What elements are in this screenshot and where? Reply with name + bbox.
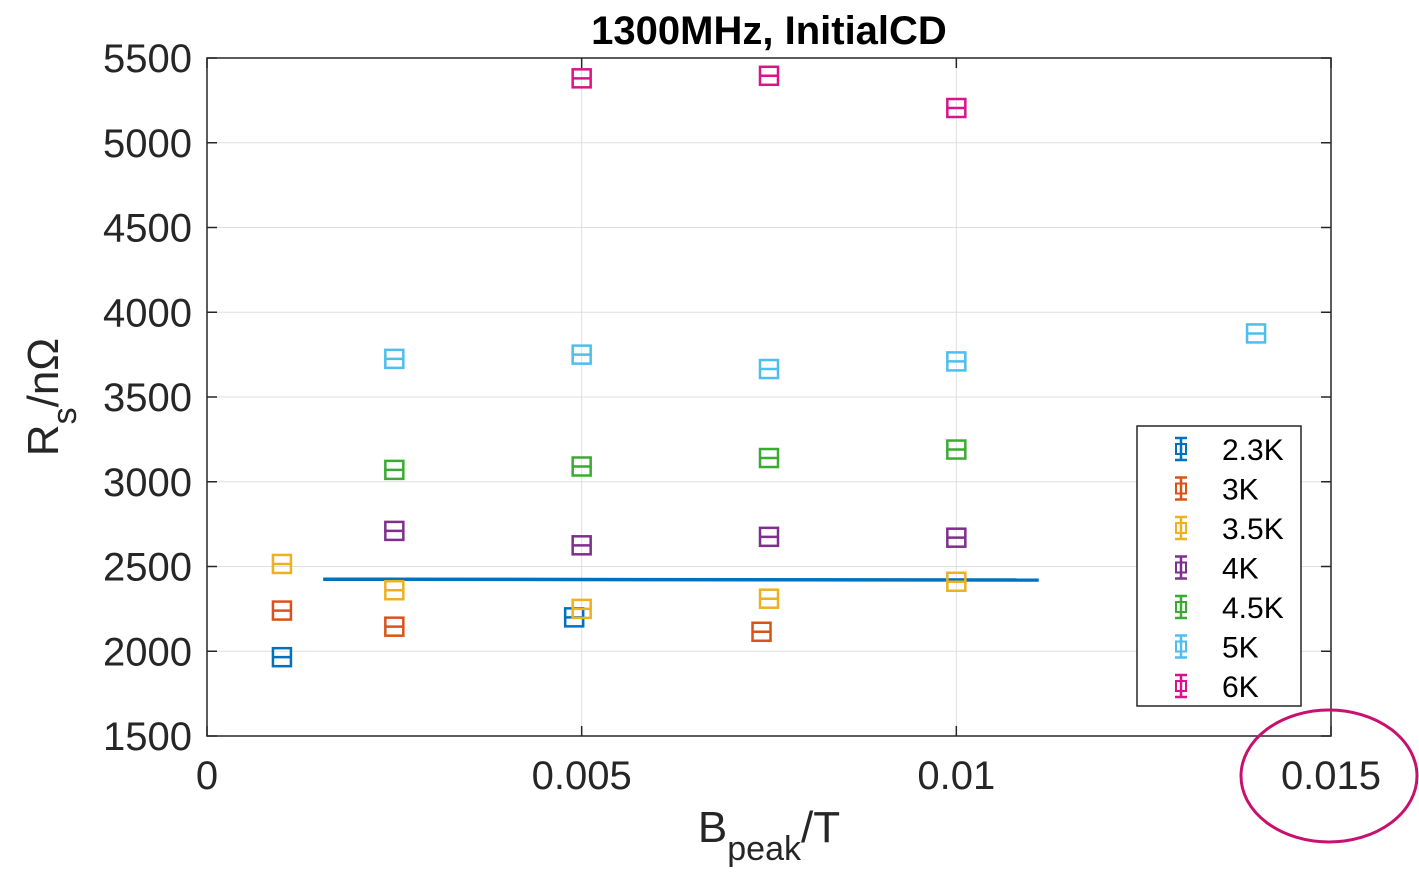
data-point: [946, 439, 967, 460]
data-point: [1245, 323, 1267, 344]
data-point: [946, 571, 967, 593]
legend-entry: 5K: [1175, 632, 1259, 665]
data-point: [758, 588, 780, 609]
x-axis-label-sub: peak: [727, 830, 802, 868]
highlight-circle: [1239, 708, 1419, 844]
data-points: [271, 65, 1267, 668]
data-point: [384, 348, 405, 370]
legend-entry: 4.5K: [1175, 592, 1284, 625]
data-point: [758, 65, 780, 87]
data-point: [758, 447, 780, 469]
y-tick-label: 5000: [103, 122, 192, 166]
data-point: [271, 600, 293, 621]
legend-marker: [1175, 443, 1187, 455]
axis-ticks: 0 0.005 0.01 0.015 1500 2000 2500 3000 3500 4000 4…: [103, 37, 1381, 798]
legend-marker: [1175, 522, 1187, 534]
legend-entry: 3.5K: [1175, 513, 1284, 546]
legend-label: 3.5K: [1222, 513, 1284, 546]
fit-line-layer: [323, 577, 1039, 582]
fit-line: [323, 577, 1039, 582]
data-point: [384, 520, 405, 542]
legend-label: 6K: [1222, 671, 1259, 704]
y-tick-label: 2500: [103, 546, 192, 590]
legend-label: 3K: [1222, 474, 1259, 507]
x-tick-label: 0.005: [532, 754, 632, 798]
legend-label: 4.5K: [1222, 592, 1284, 625]
y-tick-label: 2000: [103, 630, 192, 674]
legend: 2.3K 3K 3.5K 4K 4.5K 5K 6K: [1136, 425, 1302, 707]
data-point: [384, 579, 405, 601]
y-axis-label-main: R: [19, 424, 68, 456]
data-point: [751, 621, 772, 643]
data-point: [384, 459, 405, 481]
data-point: [571, 68, 592, 89]
y-tick-label: 4000: [103, 291, 192, 335]
y-axis-label: Rs/nΩ: [19, 338, 84, 456]
y-tick-label: 5500: [103, 37, 192, 81]
legend-entry: 6K: [1175, 671, 1259, 704]
legend-label: 4K: [1222, 553, 1259, 586]
legend-marker: [1175, 640, 1187, 653]
y-tick-label: 3000: [103, 461, 192, 505]
data-point: [271, 553, 293, 575]
y-axis-label-tail: /nΩ: [19, 338, 68, 408]
y-axis-label-sub: s: [46, 407, 84, 424]
chart-title: 1300MHz, InitialCD: [591, 9, 947, 53]
grid: [207, 58, 1331, 736]
x-tick-label: 0: [196, 754, 218, 798]
x-axis-label-tail: /T: [801, 803, 840, 852]
x-tick-label: 0.01: [917, 754, 995, 798]
data-point: [571, 535, 592, 556]
legend-entry: 3K: [1175, 474, 1259, 507]
x-axis-label: Bpeak/T: [698, 803, 840, 868]
x-axis-label-main: B: [698, 803, 727, 852]
legend-marker: [1175, 680, 1187, 692]
y-tick-label: 3500: [103, 376, 192, 420]
legend-entry: 4K: [1175, 553, 1259, 586]
legend-box: [1136, 425, 1302, 707]
data-point: [758, 526, 780, 548]
legend-marker: [1175, 601, 1187, 613]
data-point: [571, 598, 592, 620]
data-point: [271, 646, 293, 668]
data-point: [384, 616, 405, 637]
data-point: [571, 344, 592, 365]
y-tick-label: 1500: [103, 715, 192, 759]
data-point: [758, 358, 780, 380]
data-point: [946, 351, 967, 372]
x-tick-label: 0.015: [1281, 754, 1381, 798]
legend-marker: [1175, 561, 1187, 574]
data-point: [571, 456, 592, 477]
legend-label: 2.3K: [1222, 434, 1284, 467]
legend-label: 5K: [1222, 632, 1259, 665]
data-point: [946, 527, 967, 548]
legend-entry: 2.3K: [1175, 434, 1284, 467]
data-point: [946, 97, 967, 119]
legend-marker: [1175, 482, 1187, 495]
y-tick-label: 4500: [103, 207, 192, 251]
